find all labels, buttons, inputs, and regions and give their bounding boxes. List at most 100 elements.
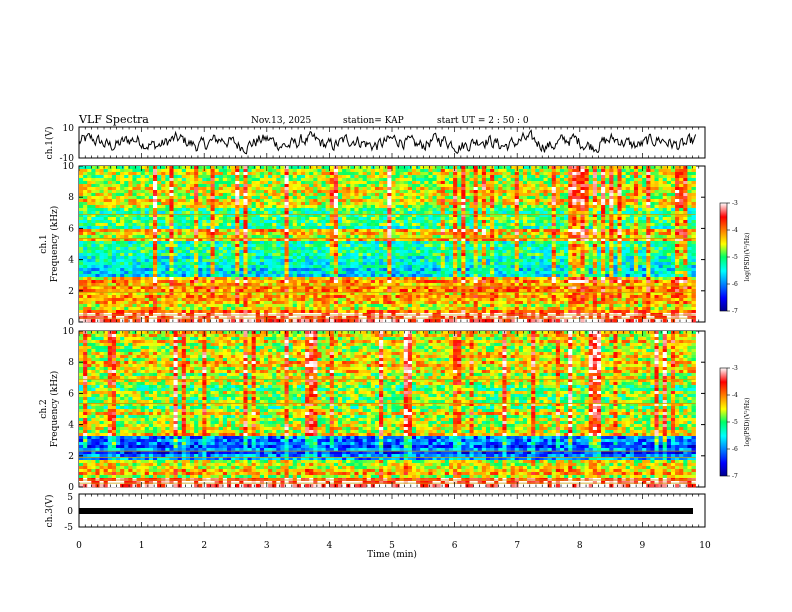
spectrogram-cell xyxy=(366,259,372,263)
spectrogram-cell xyxy=(210,265,215,269)
spectrogram-cell xyxy=(485,205,491,209)
spectrogram-cell xyxy=(510,226,516,230)
spectrogram-cell xyxy=(181,208,187,212)
spectrogram-cell xyxy=(99,238,104,242)
spectrogram-cell xyxy=(370,190,376,194)
spectrogram-cell xyxy=(481,232,487,236)
spectrogram-cell xyxy=(605,250,610,254)
spectrogram-cell xyxy=(218,172,224,176)
spectrogram-cell xyxy=(79,169,84,173)
spectrogram-cell xyxy=(440,253,446,257)
spectrogram-cell xyxy=(313,244,318,248)
spectrogram-cell xyxy=(128,169,133,173)
spectrogram-cell xyxy=(564,184,569,188)
spectrogram-cell xyxy=(272,256,277,260)
spectrogram-cell xyxy=(83,193,88,197)
spectrogram-cell xyxy=(194,262,199,266)
spectrogram-cell xyxy=(284,187,289,191)
spectrogram-cell xyxy=(494,235,499,239)
spectrogram-cell xyxy=(621,205,627,209)
spectrogram-cell xyxy=(514,181,520,185)
spectrogram-cell xyxy=(428,196,433,200)
spectrogram-cell xyxy=(411,187,417,191)
spectrogram-cell xyxy=(132,208,137,212)
spectrogram-cell xyxy=(148,235,154,239)
spectrogram-cell xyxy=(194,208,199,212)
spectrogram-cell xyxy=(666,235,672,239)
spectrogram-cell xyxy=(202,226,207,230)
spectrogram-cell xyxy=(272,247,277,251)
spectrogram-cell xyxy=(300,226,306,230)
spectrogram-cell xyxy=(399,232,405,236)
spectrogram-cell xyxy=(87,190,92,194)
spectrogram-cell xyxy=(461,187,466,191)
spectrogram-cell xyxy=(461,232,466,236)
spectrogram-cell xyxy=(518,256,524,260)
spectrogram-cell xyxy=(559,235,565,239)
spectrogram-cell xyxy=(675,232,680,236)
spectrogram-cell xyxy=(547,256,553,260)
spectrogram-cell xyxy=(633,196,639,200)
spectrogram-cell xyxy=(136,175,141,179)
spectrogram-cell xyxy=(621,247,627,251)
spectrogram-cell xyxy=(342,196,347,200)
spectrogram-cell xyxy=(650,223,655,227)
spectrogram-cell xyxy=(547,223,553,227)
spectrogram-cell xyxy=(263,229,269,233)
spectrogram-cell xyxy=(416,244,421,248)
spectrogram-cell xyxy=(428,262,433,266)
spectrogram-cell xyxy=(317,169,322,173)
spectrogram-cell xyxy=(288,229,294,233)
spectrogram-cell xyxy=(629,208,635,212)
spectrogram-cell xyxy=(440,244,446,248)
spectrogram-cell xyxy=(136,199,141,203)
spectrogram-cell xyxy=(506,238,511,242)
spectrogram-cell xyxy=(292,181,298,185)
spectrogram-cell xyxy=(251,190,257,194)
spectrogram-cell xyxy=(132,256,137,260)
spectrogram-cell xyxy=(605,214,610,218)
spectrogram-cell xyxy=(522,241,528,245)
spectrogram-cell xyxy=(354,178,359,182)
spectrogram-cell xyxy=(366,175,372,179)
spectrogram-cell xyxy=(625,184,631,188)
spectrogram-cell xyxy=(276,190,281,194)
spectrogram-cell xyxy=(120,172,125,176)
spectrogram-cell xyxy=(194,223,199,227)
spectrogram-cell xyxy=(642,253,647,257)
spectrogram-cell xyxy=(292,253,298,257)
spectrogram-cell xyxy=(675,193,680,197)
spectrogram-cell xyxy=(679,214,684,218)
spectrogram-cell xyxy=(362,256,368,260)
spectrogram-cell xyxy=(259,244,265,248)
spectrogram-cell xyxy=(305,232,310,236)
spectrogram-cell xyxy=(128,175,133,179)
spectrogram-cell xyxy=(165,265,170,269)
spectrogram-cell xyxy=(177,235,183,239)
spectrogram-cell xyxy=(87,262,92,266)
spectrogram-cell xyxy=(95,205,100,209)
spectrogram-cell xyxy=(490,178,495,182)
spectrogram-cell xyxy=(255,250,261,254)
spectrogram-cell xyxy=(136,169,141,173)
spectrogram-cell xyxy=(687,169,692,173)
spectrogram-cell xyxy=(366,169,372,173)
spectrogram-cell xyxy=(666,247,672,251)
spectrogram-cell xyxy=(111,187,117,191)
spectrogram-cell xyxy=(185,196,191,200)
spectrogram-cell xyxy=(564,175,569,179)
spectrogram-cell xyxy=(218,244,224,248)
spectrogram-cell xyxy=(358,172,363,176)
spectrogram-cell xyxy=(601,205,606,209)
spectrogram-cell xyxy=(235,208,240,212)
spectrogram-cell xyxy=(247,232,252,236)
spectrogram-cell xyxy=(255,244,261,248)
spectrogram-cell xyxy=(214,187,220,191)
spectrogram-cell xyxy=(646,205,651,209)
spectrogram-cell xyxy=(633,229,639,233)
spectrogram-cell xyxy=(177,187,183,191)
spectrogram-cell xyxy=(255,262,261,266)
spectrogram-cell xyxy=(268,202,273,206)
spectrogram-cell xyxy=(181,184,187,188)
